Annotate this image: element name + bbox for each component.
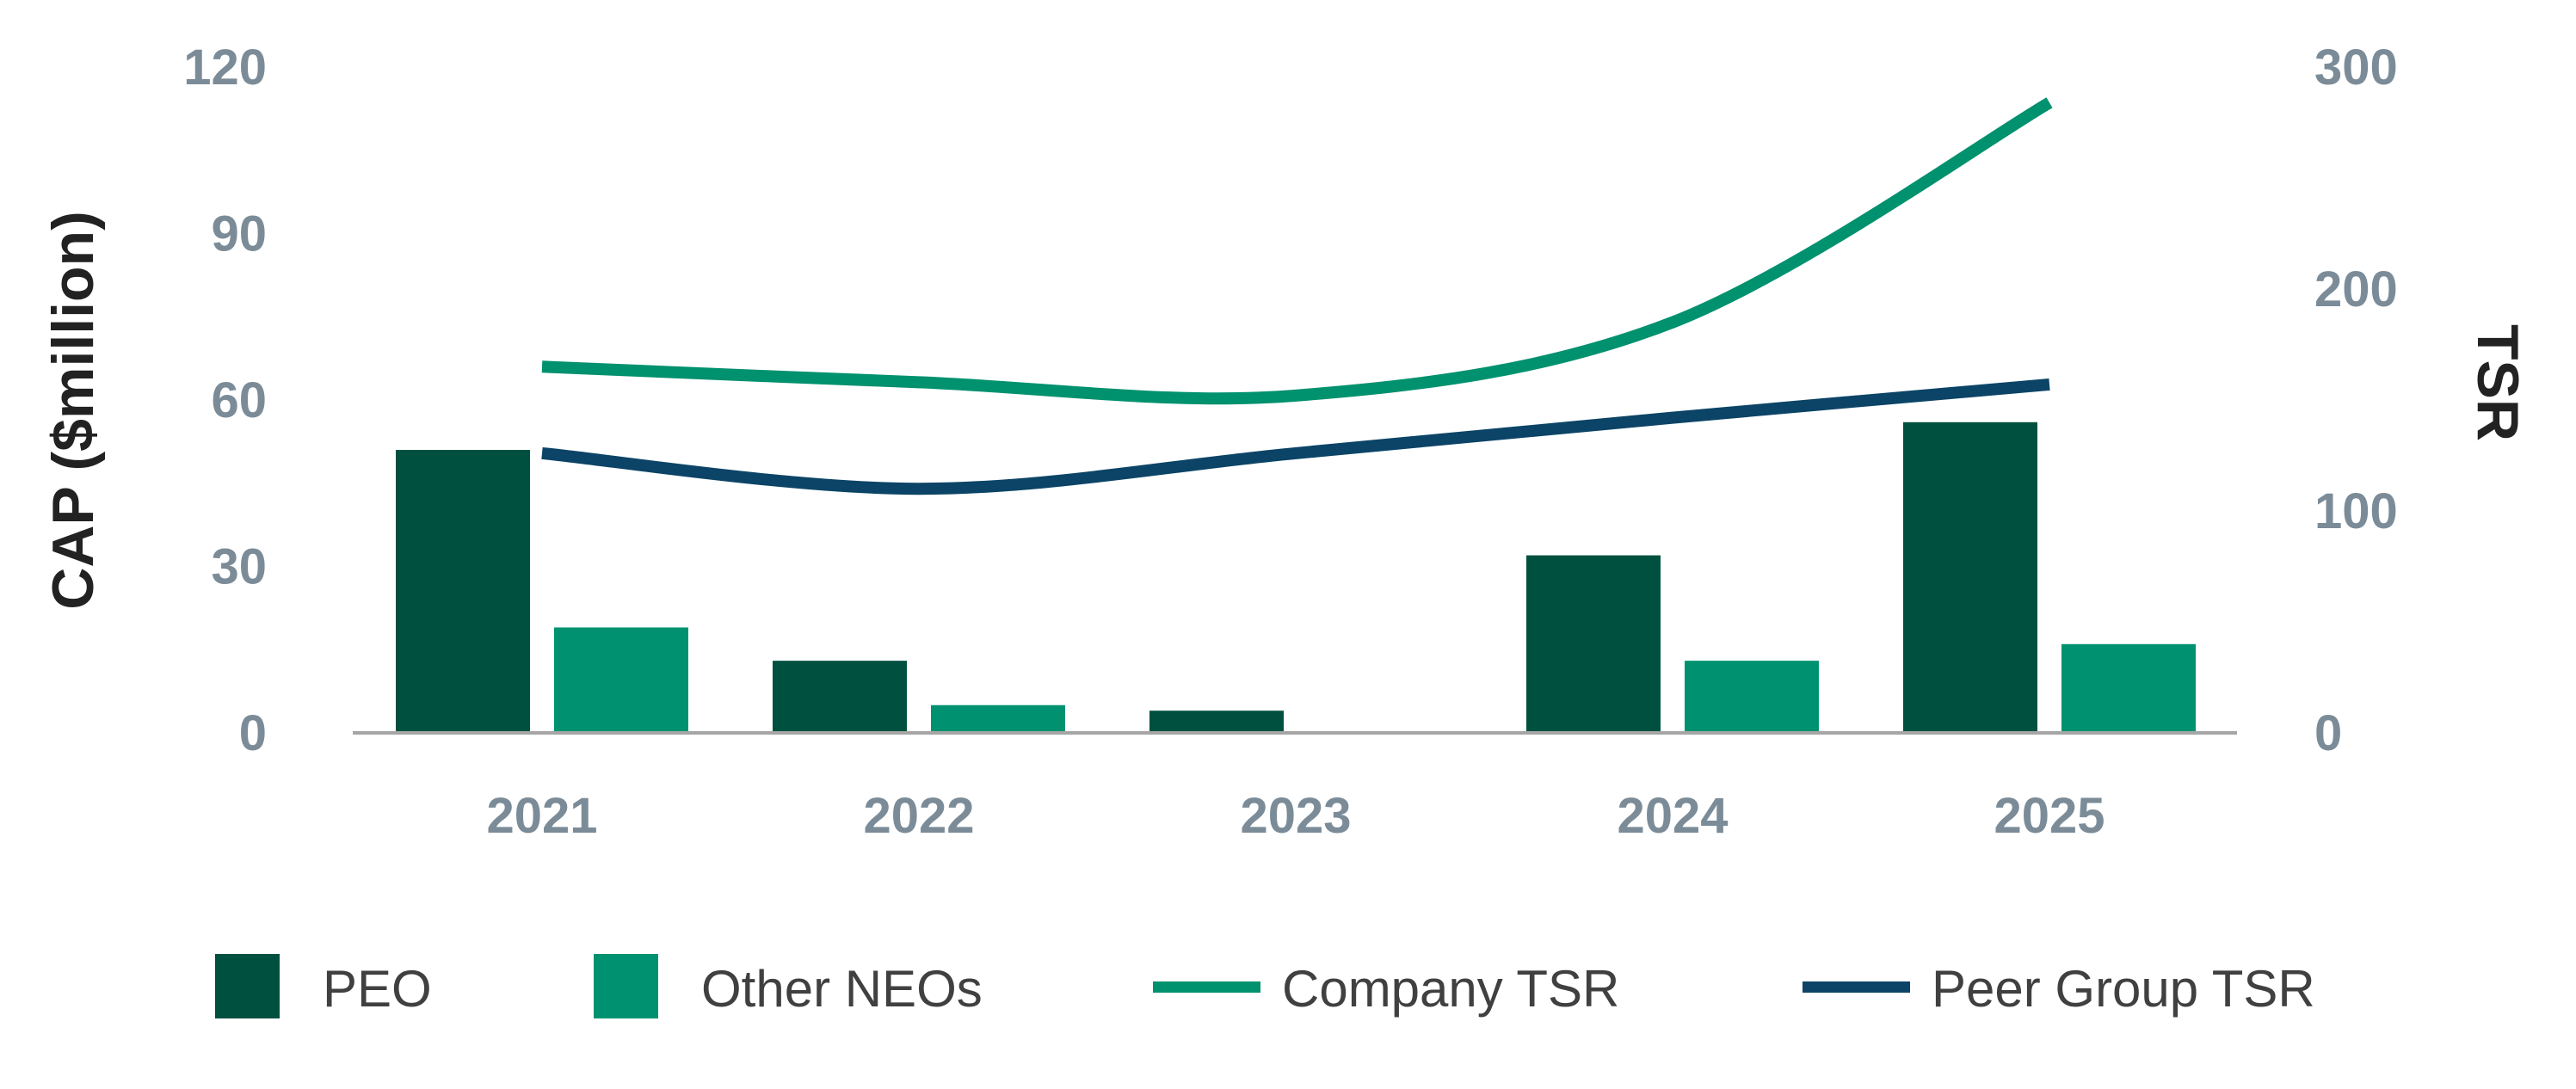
left-tick-label: 30 (211, 539, 267, 595)
bar-other-neos (931, 704, 1065, 733)
right-axis-title: TSR (2465, 324, 2530, 441)
right-tick-label: 100 (2314, 483, 2398, 539)
legend-item: Peer Group TSR (1803, 960, 2315, 1018)
bars (396, 421, 2196, 733)
right-tick-label: 200 (2314, 261, 2398, 317)
legend: PEO Other NEOs Company TSR Peer Group TSR (215, 954, 2315, 1018)
left-tick-label: 120 (183, 40, 267, 95)
bar-peo (1149, 711, 1284, 733)
x-tick-label: 2023 (1240, 788, 1351, 844)
left-tick-label: 90 (211, 206, 267, 262)
legend-item: Company TSR (1153, 960, 1619, 1018)
legend-label: PEO (323, 960, 432, 1018)
right-axis-ticks: 0 100 200 300 (2314, 40, 2398, 761)
legend-line-swatch (1803, 981, 1910, 993)
legend-item: Other NEOs (594, 954, 983, 1018)
legend-label: Peer Group TSR (1932, 960, 2315, 1018)
legend-line-swatch (1153, 981, 1260, 993)
right-tick-label: 0 (2314, 705, 2342, 761)
left-tick-label: 0 (239, 705, 267, 761)
legend-item: PEO (215, 954, 432, 1018)
right-tick-label: 300 (2314, 40, 2398, 95)
bar-peo (773, 661, 907, 733)
bar-peo (396, 450, 530, 733)
bar-other-neos (1685, 661, 1819, 733)
x-tick-label: 2025 (1994, 788, 2105, 844)
legend-label: Company TSR (1282, 960, 1619, 1018)
legend-swatch (594, 954, 658, 1018)
tsr-lines (541, 97, 2053, 495)
x-tick-label: 2024 (1617, 788, 1728, 844)
legend-label: Other NEOs (701, 960, 983, 1018)
left-axis-title: CAP ($million) (40, 211, 106, 609)
x-axis-ticks: 2021 2022 2023 2024 2025 (486, 788, 2105, 844)
bar-peo (1903, 421, 2037, 733)
bar-peo (1526, 555, 1661, 733)
line-company-tsr (541, 97, 2053, 405)
left-axis-ticks: 0 30 60 90 120 (183, 40, 267, 761)
bar-other-neos (2061, 643, 2196, 733)
bar-other-neos (554, 627, 688, 733)
x-tick-label: 2021 (486, 788, 597, 844)
x-tick-label: 2022 (863, 788, 974, 844)
legend-swatch (215, 954, 280, 1018)
left-tick-label: 60 (211, 372, 267, 428)
line-peer-group-tsr (541, 378, 2050, 495)
